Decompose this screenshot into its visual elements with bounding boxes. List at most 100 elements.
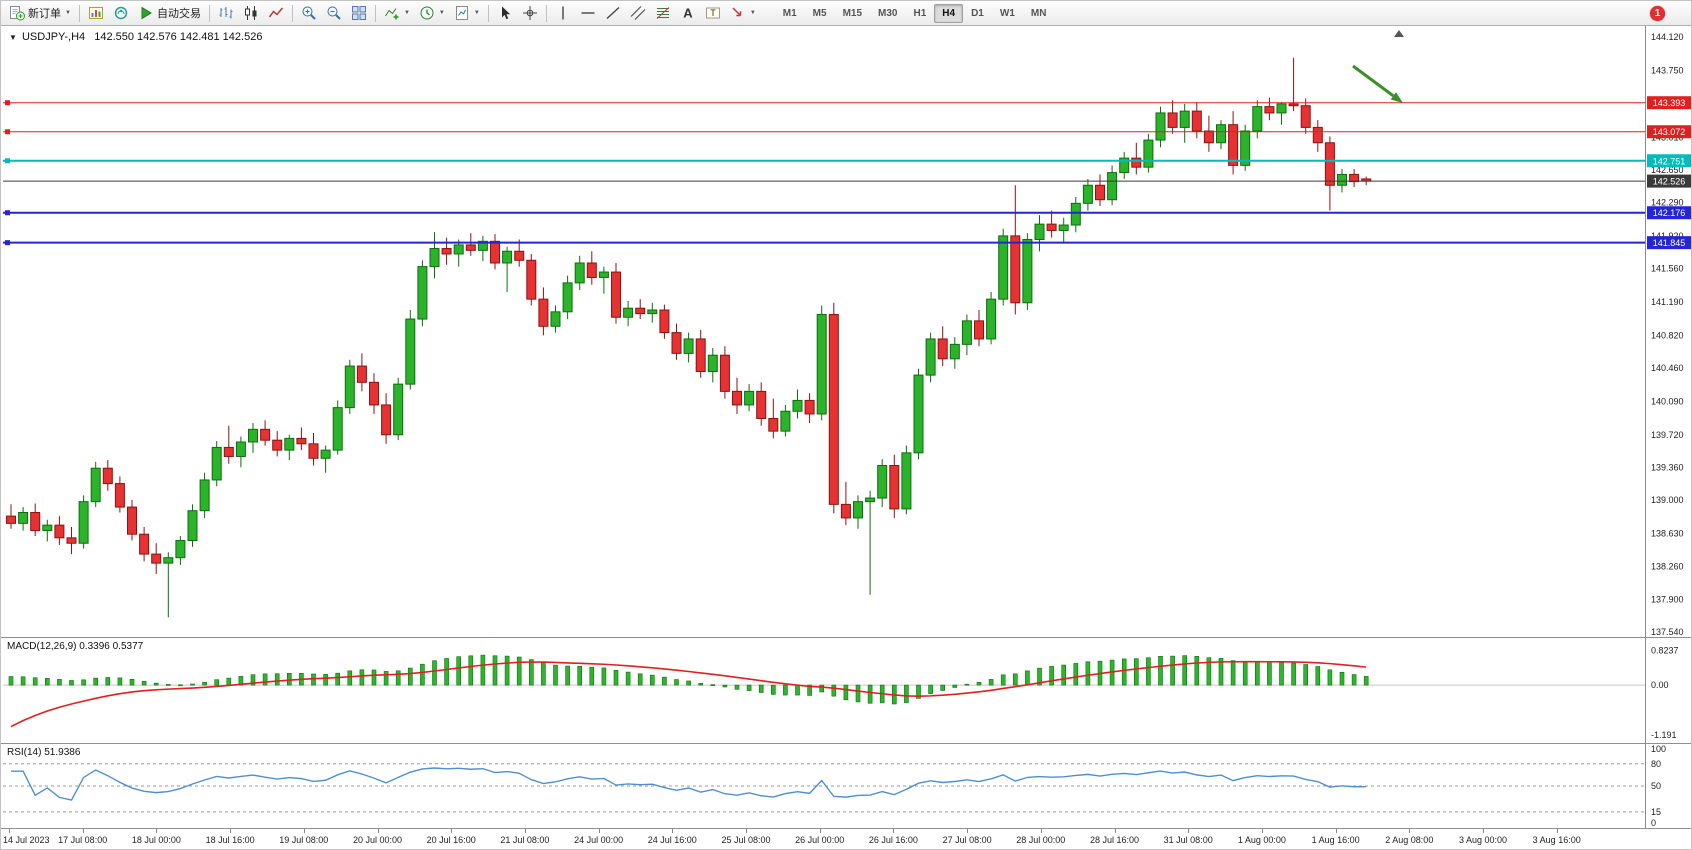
time-tick xyxy=(893,829,895,833)
rsi-axis-labels[interactable]: 100 80 50 150 xyxy=(1651,744,1666,828)
time-tick xyxy=(967,829,969,833)
macd-panel[interactable]: MACD(12,26,9) 0.3396 0.5377 0.8237 0.00 -1… xyxy=(1,638,1692,744)
timeframe-m30-button[interactable]: M30 xyxy=(878,7,898,19)
time-label: 2 Aug 08:00 xyxy=(1385,835,1434,845)
macd-canvas[interactable]: 0.8237 0.00 -1.191 xyxy=(1,638,1692,744)
periods-button[interactable]: ▼ xyxy=(415,3,449,24)
macd-axis-labels[interactable]: 0.8237 0.00 -1.191 xyxy=(1651,646,1679,741)
chart-title-bar: ▼ USDJPY-,H4 142.550 142.576 142.481 142… xyxy=(9,31,262,43)
time-tick xyxy=(156,829,158,833)
time-tick xyxy=(524,829,526,833)
timeframe-h4-button[interactable]: H4 xyxy=(934,3,964,23)
new-order-button[interactable]: 新订单 ▼ xyxy=(5,3,75,24)
svg-text:140.090: 140.090 xyxy=(1651,396,1684,406)
time-tick xyxy=(82,829,84,833)
autotrading-icon xyxy=(141,6,152,20)
macd-header: MACD(12,26,9) 0.3396 0.5377 xyxy=(7,641,143,652)
svg-text:T: T xyxy=(710,8,716,18)
fibonacci-icon xyxy=(656,7,670,19)
periods-icon xyxy=(420,6,434,20)
arrows-button[interactable]: ▼ xyxy=(726,3,760,24)
svg-text:137.540: 137.540 xyxy=(1651,627,1684,637)
svg-text:100: 100 xyxy=(1651,744,1666,754)
time-label: 21 Jul 08:00 xyxy=(500,835,550,845)
time-axis[interactable]: 14 Jul 2023 17 Jul 08:00 18 Jul 00:00 18 Ju… xyxy=(1,829,1691,849)
vertical-line-button[interactable] xyxy=(551,3,575,24)
svg-text:141.190: 141.190 xyxy=(1651,297,1684,307)
time-tick xyxy=(598,829,600,833)
timeframe-w1-button[interactable]: W1 xyxy=(999,7,1015,19)
time-label: 17 Jul 08:00 xyxy=(58,835,108,845)
new-order-button-label: 新订单 xyxy=(28,8,61,20)
toolbar-separator xyxy=(545,4,547,22)
timeframe-m15-button[interactable]: M15 xyxy=(842,7,863,19)
time-tick xyxy=(1261,829,1263,833)
zoom-out-button[interactable] xyxy=(322,3,346,24)
timeframe-d1-button[interactable]: D1 xyxy=(971,7,984,19)
tile-windows-icon xyxy=(351,6,366,20)
text-label-button[interactable]: T xyxy=(701,3,725,24)
indicators-button[interactable]: ▼ xyxy=(380,3,414,24)
horizontal-line-button[interactable] xyxy=(576,3,600,24)
price-lines[interactable] xyxy=(3,100,1645,246)
trendline-icon xyxy=(606,6,620,20)
time-tick xyxy=(451,829,453,833)
rsi-canvas[interactable]: 100 80 50 150 xyxy=(1,744,1692,829)
tile-windows-button[interactable] xyxy=(347,3,371,24)
crosshair-icon xyxy=(522,6,537,20)
line-chart-button[interactable] xyxy=(264,3,288,24)
svg-text:142.176: 142.176 xyxy=(1653,208,1686,218)
y-axis-labels[interactable]: 144.120143.750143.380143.010142.650142.2… xyxy=(1651,32,1684,637)
svg-text:140.820: 140.820 xyxy=(1651,330,1684,340)
horizontal-line-icon xyxy=(581,12,595,14)
dropdown-caret-icon: ▼ xyxy=(438,10,445,16)
svg-text:50: 50 xyxy=(1651,781,1661,791)
channel-icon xyxy=(630,6,646,20)
dropdown-caret-icon: ▼ xyxy=(403,10,410,16)
timeframe-m5-button[interactable]: M5 xyxy=(812,7,827,19)
svg-text:143.072: 143.072 xyxy=(1653,127,1686,137)
timeframe-m1-button[interactable]: M1 xyxy=(782,7,797,19)
new-order-icon xyxy=(10,6,25,21)
time-label: 31 Jul 08:00 xyxy=(1163,835,1213,845)
bar-chart-icon xyxy=(219,7,233,19)
time-label: 27 Jul 08:00 xyxy=(942,835,992,845)
macd-histogram xyxy=(8,654,1369,705)
text-button[interactable]: A xyxy=(676,3,700,24)
time-label: 3 Aug 00:00 xyxy=(1458,835,1508,845)
main-chart-panel[interactable]: ▼ USDJPY-,H4 142.550 142.576 142.481 142… xyxy=(1,26,1692,638)
toolbar-separator xyxy=(487,4,489,22)
charts-icon xyxy=(88,7,103,19)
equidistant-channel-button[interactable] xyxy=(626,3,650,24)
bar-chart-button[interactable] xyxy=(214,3,238,24)
macd-signal-line xyxy=(10,660,1367,728)
svg-text:80: 80 xyxy=(1651,759,1661,769)
collapse-icon[interactable]: ▼ xyxy=(9,33,17,42)
time-label: 25 Jul 08:00 xyxy=(721,835,771,845)
svg-text:143.750: 143.750 xyxy=(1651,65,1684,75)
profiles-button[interactable] xyxy=(109,3,133,24)
svg-text:0.00: 0.00 xyxy=(1651,680,1669,690)
candles xyxy=(6,57,1372,618)
trendline-button[interactable] xyxy=(601,3,625,24)
time-label: 18 Jul 00:00 xyxy=(131,835,181,845)
candlestick-button[interactable] xyxy=(239,3,263,24)
rsi-panel[interactable]: RSI(14) 51.9386 100 80 50 15 0 xyxy=(1,744,1692,829)
templates-button[interactable]: ▼ xyxy=(450,3,484,24)
arrow-annotation[interactable] xyxy=(1352,64,1403,103)
notifications-badge[interactable]: 1 xyxy=(1650,5,1665,21)
cursor-button[interactable] xyxy=(493,3,517,24)
main-chart-canvas[interactable]: 144.120143.750143.380143.010142.650142.2… xyxy=(1,26,1692,638)
fibonacci-button[interactable] xyxy=(651,3,675,24)
time-label: 14 Jul 2023 xyxy=(3,835,50,845)
crosshair-button[interactable] xyxy=(518,3,542,24)
svg-text:142.650: 142.650 xyxy=(1651,165,1684,175)
autotrading-button[interactable]: 自动交易 xyxy=(134,3,205,24)
timeframe-h1-button[interactable]: H1 xyxy=(913,7,927,19)
timeframe-mn-button[interactable]: MN xyxy=(1030,7,1047,19)
dropdown-caret-icon: ▼ xyxy=(65,10,71,16)
zoom-in-button[interactable] xyxy=(297,3,321,24)
chart-shift-marker[interactable] xyxy=(1394,30,1404,37)
charts-button[interactable] xyxy=(84,3,108,24)
rsi-line xyxy=(11,767,1367,801)
